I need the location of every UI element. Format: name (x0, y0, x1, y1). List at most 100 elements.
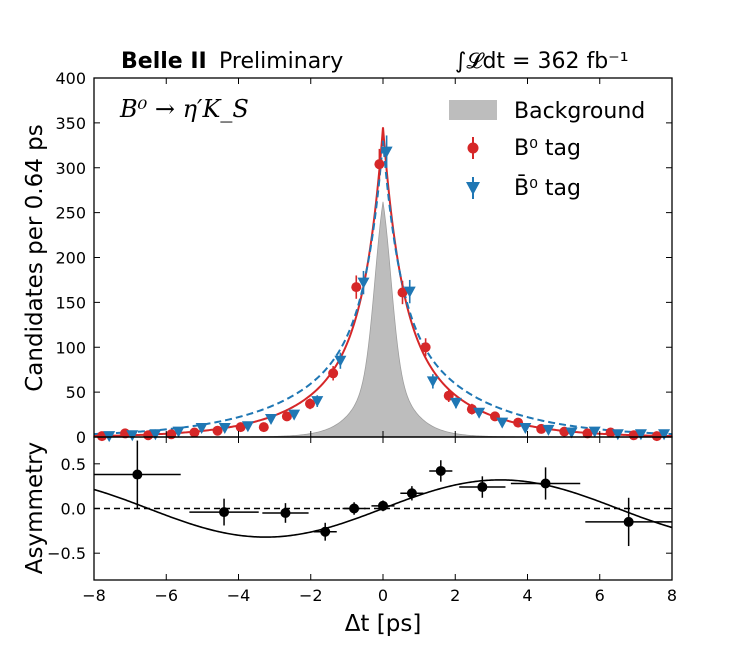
asymmetry-data-point (219, 507, 230, 518)
asymmetry-data-point (435, 465, 446, 476)
x-tick-label: 8 (667, 586, 677, 605)
data-point-layer (96, 135, 671, 443)
b0bar-data-point (265, 414, 278, 426)
x-tick-label: 4 (522, 586, 532, 605)
b0-data-point (351, 282, 362, 293)
legend-b0-label: B⁰ tag (514, 136, 581, 161)
experiment-name: Belle II (121, 49, 207, 74)
b0bar-data-point (426, 376, 439, 388)
b0bar-data-point (357, 277, 370, 289)
b0bar-data-point (311, 396, 324, 408)
asymmetry-data-point (378, 500, 388, 511)
bottom-y-tick-label: −0.5 (47, 544, 86, 563)
legend-background-label: Background (514, 99, 645, 124)
x-tick-label: 0 (378, 586, 388, 605)
legend-b0-marker (467, 142, 479, 154)
top-y-tick-label: 0 (76, 428, 86, 447)
b0-data-point (166, 429, 177, 440)
legend-background-swatch (449, 100, 497, 120)
top-y-tick-label: 200 (55, 249, 86, 268)
b0bar-data-point (496, 417, 509, 429)
b0-data-point (651, 431, 662, 442)
b0-data-point (235, 422, 246, 433)
background-shape (94, 201, 672, 438)
x-tick-label: −6 (154, 586, 178, 605)
asymmetry-data-point (540, 478, 551, 489)
bottom-y-tick-label: 0.5 (61, 455, 86, 474)
b0-data-point (328, 368, 339, 379)
b0bar-data-point (588, 426, 601, 438)
asymmetry-panel: −0.5 0.0 0.5 −8 −6 −4 −2 0 2 4 6 8 Asymmetry Δt [p… (22, 436, 677, 637)
asymmetry-data-point (280, 507, 291, 518)
legend: Background B⁰ tag B̄⁰ tag (449, 99, 645, 201)
b0-data-point (628, 430, 639, 441)
asymmetry-data-point (477, 482, 488, 493)
b0bar-data-point (519, 423, 532, 435)
b0-data-point (466, 404, 477, 415)
b0bar-fit-curve (93, 140, 673, 436)
b0bar-data-point (611, 429, 624, 441)
b0bar-data-point (565, 427, 578, 439)
bottom-y-axis-label: Asymmetry (22, 442, 48, 574)
b0-data-point (281, 411, 292, 422)
b0bar-data-point (241, 421, 254, 433)
b0bar-data-point (380, 146, 393, 158)
top-y-tick-label: 350 (55, 114, 86, 133)
bottom-y-tick-label: 0.0 (61, 500, 86, 519)
b0-data-point (397, 287, 408, 298)
b0-data-point (212, 425, 223, 436)
top-y-tick-label: 150 (55, 293, 86, 312)
top-y-tick-label: 400 (55, 69, 86, 88)
x-tick-label: −2 (299, 586, 323, 605)
asymmetry-point-layer (94, 440, 672, 547)
b0-data-point (143, 430, 154, 441)
legend-b0bar-marker (466, 182, 480, 195)
asymmetry-data-point (406, 488, 417, 499)
top-y-tick-label: 250 (55, 204, 86, 223)
x-tick-label: −8 (82, 586, 106, 605)
b0bar-data-point (634, 429, 647, 441)
b0bar-data-point (449, 397, 462, 409)
luminosity-label: ∫𝓛dt = 362 fb⁻¹ (455, 49, 629, 74)
b0bar-data-point (218, 423, 231, 435)
b0bar-data-point (542, 424, 555, 436)
x-tick-label: 6 (595, 586, 605, 605)
x-tick-label: 2 (450, 586, 460, 605)
x-axis-label: Δt [ps] (345, 611, 422, 637)
b0-data-point (189, 427, 200, 438)
x-tick-label: −4 (227, 586, 251, 605)
b0bar-data-point (126, 430, 139, 442)
b0bar-data-point (172, 426, 185, 438)
asymmetry-data-point (623, 516, 634, 527)
b0bar-data-point (473, 407, 486, 419)
top-y-tick-label: 50 (66, 383, 86, 402)
b0-data-point (374, 159, 385, 170)
asymmetry-data-point (132, 469, 143, 480)
asymmetry-data-point (320, 526, 331, 537)
b0-data-point (305, 398, 316, 409)
distribution-panel: 0 50 100 150 200 250 300 350 400 Candidates per … (22, 69, 673, 447)
top-x-axis-ticks (93, 78, 673, 437)
asymmetry-data-point (349, 503, 360, 514)
decay-label: B⁰ → η′K_S (119, 95, 249, 123)
b0-data-point (258, 422, 269, 433)
b0-data-point (582, 428, 593, 439)
top-y-tick-label: 300 (55, 159, 86, 178)
background-shape-layer (94, 201, 672, 438)
b0bar-data-point (334, 355, 347, 367)
top-y-axis-label: Candidates per 0.64 ps (22, 124, 48, 392)
b0bar-data-point (658, 429, 671, 441)
bottom-y-axis-ticks: −0.5 0.0 0.5 (47, 455, 672, 563)
legend-b0bar-label: B̄⁰ tag (514, 175, 581, 201)
top-y-tick-label: 100 (55, 338, 86, 357)
b0bar-data-point (195, 423, 208, 435)
b0-data-point (420, 342, 431, 353)
b0bar-data-point (403, 286, 416, 298)
b0-data-point (96, 431, 107, 442)
bottom-x-axis-ticks: −8 −6 −4 −2 0 2 4 6 8 (82, 437, 677, 605)
top-y-axis-ticks: 0 50 100 150 200 250 300 350 400 (55, 69, 672, 447)
b0bar-data-point (288, 409, 301, 421)
b0bar-data-point (149, 429, 162, 441)
experiment-status: Preliminary (219, 49, 343, 74)
